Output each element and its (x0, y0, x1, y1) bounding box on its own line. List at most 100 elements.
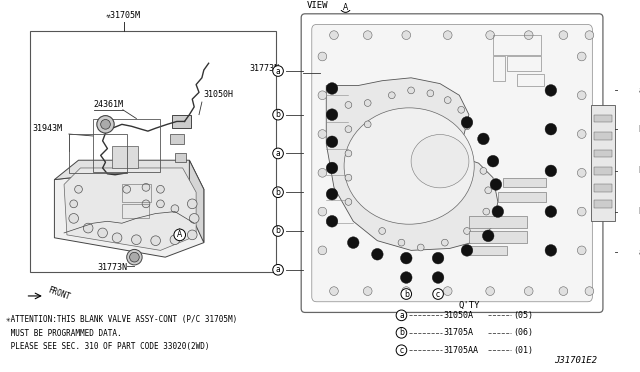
Circle shape (444, 287, 452, 295)
Circle shape (372, 248, 383, 260)
Bar (595, 200, 612, 208)
Circle shape (364, 31, 372, 39)
FancyBboxPatch shape (301, 14, 603, 312)
Bar (591, 105, 616, 221)
Text: c: c (436, 289, 440, 298)
Text: 31943M: 31943M (32, 124, 62, 133)
Circle shape (486, 287, 495, 295)
Text: a: a (399, 311, 404, 320)
Circle shape (318, 246, 327, 255)
Bar (469, 217, 527, 228)
Circle shape (483, 208, 490, 215)
Circle shape (545, 244, 557, 256)
Circle shape (636, 206, 640, 217)
Polygon shape (54, 170, 204, 257)
Bar (595, 167, 612, 175)
Circle shape (485, 187, 492, 194)
Circle shape (379, 228, 385, 234)
Bar (493, 35, 541, 55)
Circle shape (273, 109, 284, 120)
Text: b: b (276, 188, 280, 197)
Circle shape (402, 31, 411, 39)
Text: a: a (276, 265, 280, 274)
Circle shape (545, 124, 557, 135)
Circle shape (398, 239, 405, 246)
Circle shape (132, 235, 141, 244)
Circle shape (273, 226, 284, 236)
Ellipse shape (411, 135, 469, 188)
Text: a: a (276, 67, 280, 76)
Bar (122, 204, 149, 218)
Circle shape (463, 123, 470, 130)
Text: 31773N: 31773N (98, 263, 128, 272)
Circle shape (348, 237, 359, 248)
Circle shape (318, 52, 327, 61)
Circle shape (326, 162, 338, 174)
Circle shape (364, 100, 371, 106)
Circle shape (486, 31, 495, 39)
Ellipse shape (344, 108, 474, 224)
Text: J31701E2: J31701E2 (554, 356, 597, 365)
Circle shape (142, 183, 150, 191)
Circle shape (427, 90, 434, 97)
Polygon shape (112, 146, 138, 168)
Circle shape (401, 289, 412, 299)
Circle shape (330, 287, 339, 295)
Text: b: b (276, 227, 280, 235)
FancyBboxPatch shape (312, 25, 593, 302)
Circle shape (577, 169, 586, 177)
Text: MUST BE PROGRAMMED DATA.: MUST BE PROGRAMMED DATA. (6, 329, 122, 338)
Text: VIEW: VIEW (307, 1, 328, 10)
Circle shape (127, 249, 142, 265)
Circle shape (70, 200, 77, 208)
Circle shape (273, 187, 284, 198)
Circle shape (345, 150, 352, 157)
Circle shape (487, 155, 499, 167)
Circle shape (480, 167, 487, 174)
Text: b: b (638, 207, 640, 216)
Circle shape (189, 214, 199, 223)
Circle shape (461, 244, 473, 256)
Circle shape (171, 205, 179, 212)
Circle shape (585, 31, 594, 39)
Circle shape (112, 233, 122, 243)
Text: 31050A: 31050A (444, 311, 474, 320)
Bar (508, 57, 541, 71)
Circle shape (364, 121, 371, 128)
Polygon shape (326, 78, 498, 250)
Bar (595, 150, 612, 157)
Bar (93, 119, 161, 172)
Bar (517, 74, 544, 86)
Text: (01): (01) (513, 346, 533, 355)
Circle shape (490, 179, 502, 190)
Bar (122, 185, 151, 202)
Circle shape (75, 185, 83, 193)
Circle shape (396, 327, 407, 338)
Text: b: b (404, 289, 409, 298)
Circle shape (433, 289, 444, 299)
Text: A: A (177, 230, 182, 239)
Circle shape (318, 169, 327, 177)
Text: a: a (638, 86, 640, 95)
Text: (05): (05) (513, 311, 533, 320)
Circle shape (577, 52, 586, 61)
Circle shape (444, 31, 452, 39)
Polygon shape (64, 168, 196, 250)
Circle shape (273, 148, 284, 159)
Circle shape (157, 185, 164, 193)
Circle shape (444, 97, 451, 103)
Text: ✳ATTENTION:THIS BLANK VALVE ASSY-CONT (P/C 31705M): ✳ATTENTION:THIS BLANK VALVE ASSY-CONT (P… (6, 315, 237, 324)
Circle shape (174, 229, 186, 241)
Circle shape (326, 109, 338, 121)
Text: a: a (638, 248, 640, 257)
Bar (595, 185, 612, 192)
Text: 31050H: 31050H (204, 90, 234, 99)
Circle shape (477, 133, 489, 145)
Text: c: c (399, 346, 403, 355)
Circle shape (326, 215, 338, 227)
Circle shape (396, 310, 407, 321)
Circle shape (326, 83, 338, 94)
Circle shape (492, 206, 504, 217)
Circle shape (97, 116, 114, 133)
Text: ☣31705M: ☣31705M (106, 11, 141, 20)
